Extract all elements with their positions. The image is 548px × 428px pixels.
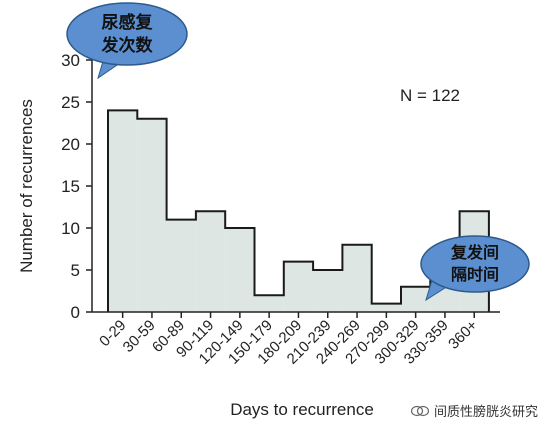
callout-2-line2: 隔时间	[451, 265, 499, 284]
bar-60-89	[166, 219, 196, 312]
y-ticks: 0 5 10 15 20 25 30	[61, 51, 92, 322]
callout-2-line1: 复发间	[450, 243, 499, 262]
y-tick-label: 10	[61, 219, 80, 238]
bar-90-119	[195, 211, 226, 312]
y-tick-label: 30	[61, 51, 80, 70]
x-ticks: 0-2930-5960-8990-119120-149150-179180-20…	[96, 312, 481, 368]
x-tick-label: 30-59	[120, 317, 159, 356]
bar-180-209	[283, 261, 314, 312]
bar-270-299	[371, 303, 401, 312]
watermark-text: 间质性膀胱炎研究	[433, 405, 538, 420]
y-tick-label: 15	[61, 177, 80, 196]
y-tick-label: 5	[71, 261, 80, 280]
bar-0-29	[108, 110, 138, 313]
watermark: 间质性膀胱炎研究	[410, 401, 538, 420]
bar-300-329	[401, 286, 431, 312]
callout-1-line2: 发次数	[101, 35, 154, 56]
y-axis-label: Number of recurrences	[17, 99, 36, 273]
bar-210-239	[313, 270, 343, 312]
bar-150-179	[254, 295, 284, 312]
x-axis-label: Days to recurrence	[230, 400, 374, 419]
callout-recurrence-count: 尿感复 发次数	[66, 2, 188, 80]
y-tick-label: 25	[61, 93, 80, 112]
bar-30-59	[137, 118, 167, 312]
x-tick-label: 360+	[445, 317, 481, 353]
y-tick-label: 20	[61, 135, 80, 154]
callout-ellipse-2	[420, 235, 530, 293]
y-tick-label: 0	[71, 303, 80, 322]
bar-240-269	[342, 244, 372, 312]
sample-size-annotation: N = 122	[400, 86, 460, 105]
wechat-icon	[410, 405, 429, 416]
bar-120-149	[225, 228, 255, 312]
bars-layer	[107, 109, 490, 313]
callout-recurrence-interval: 复发间 隔时间	[420, 235, 530, 302]
callout-1-line1: 尿感复	[102, 12, 154, 33]
callout-ellipse-1	[66, 2, 188, 66]
